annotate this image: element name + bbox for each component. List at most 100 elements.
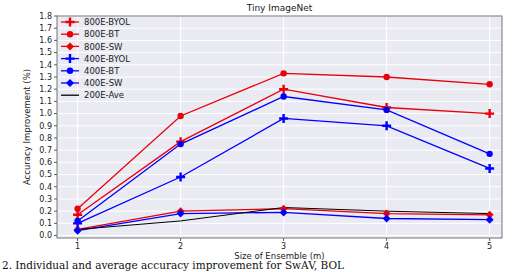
tick-label: 1.5	[39, 48, 52, 57]
legend-label: 200E-Ave	[84, 90, 124, 100]
tick	[386, 238, 387, 241]
grid-line	[57, 162, 502, 163]
tick-label: 0.9	[39, 122, 52, 131]
grid-line	[57, 198, 502, 199]
grid-line	[283, 16, 284, 238]
marker-plus	[485, 109, 494, 118]
tick	[283, 238, 284, 241]
series-line	[78, 97, 490, 221]
tick	[54, 162, 57, 163]
grid-line	[57, 40, 502, 41]
tick	[54, 89, 57, 90]
legend-marker	[67, 31, 73, 37]
grid-line	[489, 16, 490, 238]
tick	[54, 76, 57, 77]
marker-diamond	[383, 214, 391, 222]
marker-plus	[176, 173, 185, 182]
marker-diamond	[74, 227, 82, 235]
marker-plus	[382, 121, 391, 130]
tick-label: 0.4	[39, 183, 52, 192]
tick	[54, 28, 57, 29]
legend-marker	[67, 68, 73, 74]
marker-circle	[486, 151, 492, 157]
grid-line	[57, 150, 502, 151]
legend-marker	[66, 79, 74, 87]
series-line	[78, 73, 490, 208]
grid-line	[57, 137, 502, 138]
grid-line	[57, 76, 502, 77]
tick-label: 0.5	[39, 170, 52, 179]
tick	[54, 235, 57, 236]
tick-label: 1.3	[39, 73, 52, 82]
marker-circle	[486, 81, 492, 87]
tick-label: 1.6	[39, 36, 52, 45]
tick-label: 1.7	[39, 24, 52, 33]
tick	[54, 40, 57, 41]
grid-line	[57, 235, 502, 236]
marker-plus	[485, 164, 494, 173]
tick	[54, 52, 57, 53]
tick	[54, 186, 57, 187]
grid-line	[57, 125, 502, 126]
marker-circle	[177, 113, 183, 119]
tick-label: 0.6	[39, 158, 52, 167]
tick-label: 0.3	[39, 195, 52, 204]
legend-line	[61, 95, 79, 96]
legend: 800E-BYOL 800E-BT 800E-SW 400E-BYOL 400E-BT 4…	[61, 17, 130, 100]
marker-circle	[280, 70, 286, 76]
legend-label: 400E-SW	[84, 78, 123, 88]
legend-label: 800E-SW	[84, 42, 123, 52]
tick-label: 0.8	[39, 134, 52, 143]
title: Tiny ImageNet	[246, 3, 313, 13]
tick	[180, 238, 181, 241]
marker-circle	[74, 206, 80, 212]
series-line	[78, 118, 490, 223]
tick	[54, 137, 57, 138]
legend-label: 800E-BT	[84, 29, 120, 39]
legend-marker	[66, 18, 75, 27]
grid-line	[77, 16, 78, 238]
caption: 2. Individual and average accuracy impro…	[2, 259, 344, 271]
tick	[54, 16, 57, 17]
tick	[54, 174, 57, 175]
tick-label: 5	[487, 242, 492, 251]
marker-plus	[279, 85, 288, 94]
grid-line	[180, 16, 181, 238]
legend-label: 400E-BT	[84, 66, 120, 76]
legend-marker	[66, 54, 75, 63]
grid-line	[57, 64, 502, 65]
grid-line	[57, 174, 502, 175]
marker-circle	[383, 74, 389, 80]
tick-label: 4	[384, 242, 389, 251]
tick-label: 0.7	[39, 146, 52, 155]
tick-label: 3	[281, 242, 286, 251]
plot-frame	[57, 16, 502, 238]
tick-label: 1	[75, 242, 80, 251]
marker-circle	[74, 218, 80, 224]
plot-area	[57, 16, 502, 238]
grid-line	[57, 28, 502, 29]
grid-line	[57, 101, 502, 102]
tick-label: 1.4	[39, 61, 52, 70]
legend-label: 800E-BYOL	[84, 17, 130, 27]
grid-line	[57, 113, 502, 114]
legend-label: 400E-BYOL	[84, 54, 130, 64]
legend-marker	[66, 42, 74, 50]
tick	[54, 211, 57, 212]
tick	[54, 198, 57, 199]
tick	[54, 113, 57, 114]
marker-circle	[383, 107, 389, 113]
y-axis-label: Accuracy Improvement (%)	[22, 69, 32, 185]
tick-label: 2	[178, 242, 183, 251]
plot-marks	[73, 70, 494, 235]
tick	[54, 101, 57, 102]
grid-line	[57, 211, 502, 212]
tick	[54, 125, 57, 126]
marker-plus	[279, 114, 288, 123]
marker-diamond	[177, 210, 185, 218]
tick	[489, 238, 490, 241]
marker-circle	[280, 93, 286, 99]
tick	[54, 223, 57, 224]
tick-label: 1.2	[39, 85, 52, 94]
tick-label: 1.1	[39, 97, 52, 106]
